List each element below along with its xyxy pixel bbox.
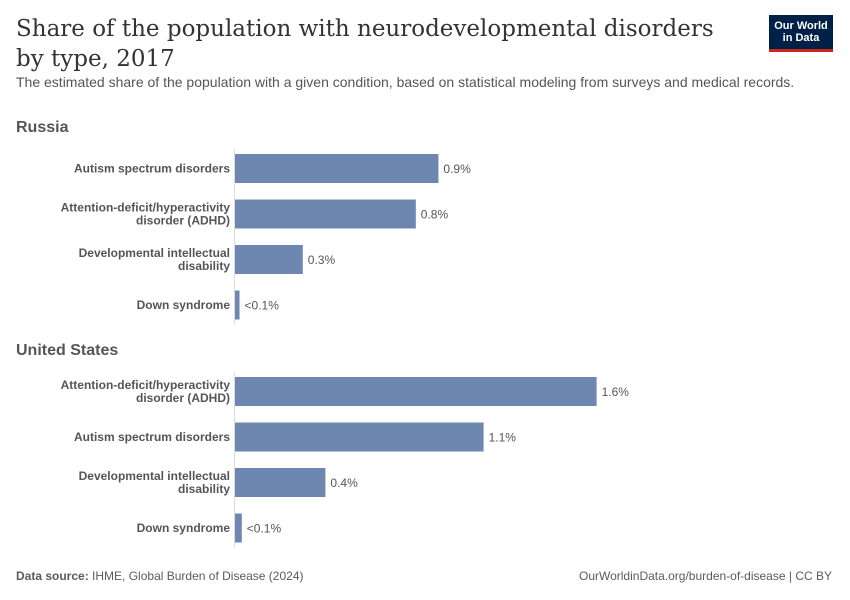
bar	[235, 154, 439, 183]
bar	[235, 513, 242, 543]
value-label: 0.8%	[421, 208, 449, 222]
panel-title: United States	[16, 342, 118, 359]
value-label: 0.9%	[443, 162, 471, 176]
bar	[235, 290, 240, 320]
bar-chart: Russia Autism spectrum disorders 0.9% Atten…	[16, 119, 630, 548]
category-label: Autism spectrum disorders	[74, 162, 230, 176]
bar	[235, 468, 326, 497]
category-label: Down syndrome	[137, 521, 231, 535]
footer: Data source: IHME, Global Burden of Dise…	[16, 569, 832, 583]
chart-subtitle: The estimated share of the population wi…	[16, 74, 795, 90]
value-label: 0.4%	[330, 476, 358, 490]
owid-logo[interactable]: Our World in Data	[769, 15, 833, 52]
bar	[235, 245, 303, 274]
category-label: Autism spectrum disorders	[74, 430, 230, 444]
source-url[interactable]: OurWorldinData.org/burden-of-disease | C…	[578, 569, 832, 583]
value-label: <0.1%	[245, 299, 280, 313]
source-label: Data source:	[16, 569, 89, 583]
bar	[235, 377, 597, 406]
logo-text: Our World in Data	[774, 20, 828, 44]
value-label: 1.6%	[602, 385, 630, 399]
chart-title: Share of the population with neurodevelo…	[16, 16, 714, 72]
value-label: <0.1%	[247, 522, 282, 536]
panel-title: Russia	[16, 119, 69, 136]
value-label: 1.1%	[489, 431, 517, 445]
bar	[235, 199, 416, 229]
value-label: 0.3%	[308, 253, 336, 267]
category-label: Down syndrome	[137, 298, 231, 312]
source-text: IHME, Global Burden of Disease (2024)	[92, 569, 304, 583]
bar	[235, 422, 484, 452]
category-label: Attention-deficit/hyperactivity disorder …	[61, 201, 231, 228]
category-label: Developmental intellectual disability	[79, 246, 231, 273]
category-label: Developmental intellectual disability	[79, 469, 231, 496]
category-label: Attention-deficit/hyperactivity disorder …	[61, 378, 231, 405]
